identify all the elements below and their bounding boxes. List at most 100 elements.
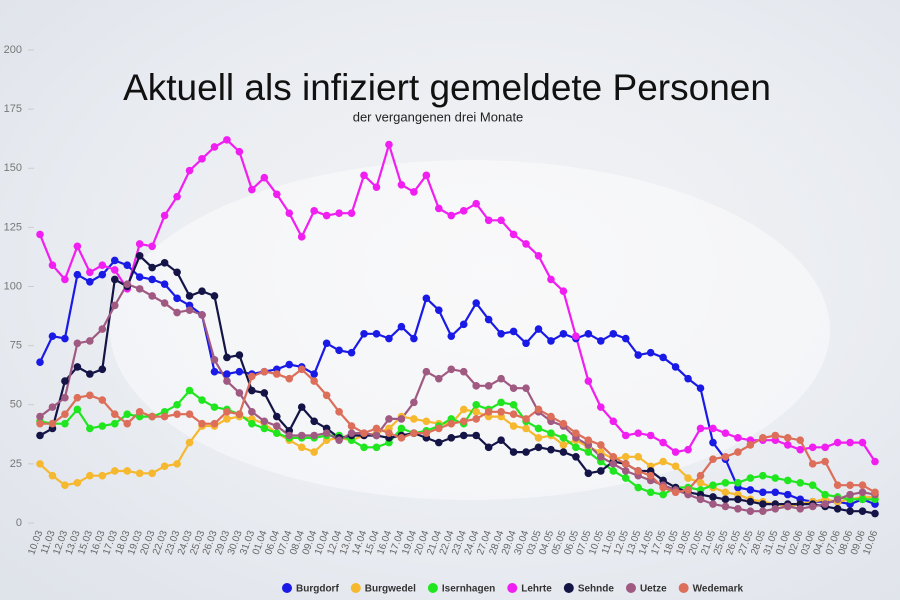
data-point bbox=[73, 270, 82, 279]
data-point bbox=[110, 275, 119, 284]
data-point bbox=[36, 230, 44, 239]
data-point bbox=[123, 419, 132, 428]
data-point bbox=[235, 147, 244, 156]
y-tick-label: 0 bbox=[16, 517, 22, 529]
data-point bbox=[447, 419, 456, 428]
data-point bbox=[459, 417, 468, 426]
data-point bbox=[260, 367, 269, 376]
data-point bbox=[185, 306, 194, 314]
data-point bbox=[173, 400, 181, 409]
y-tick-label: 125 bbox=[4, 221, 22, 233]
data-point bbox=[621, 452, 630, 461]
data-point bbox=[484, 382, 493, 390]
data-point bbox=[472, 299, 480, 307]
data-point bbox=[173, 410, 181, 419]
data-point bbox=[210, 419, 219, 428]
data-point bbox=[497, 216, 505, 225]
data-point bbox=[422, 294, 431, 303]
data-point bbox=[310, 207, 318, 215]
data-point bbox=[160, 211, 169, 220]
data-point bbox=[509, 410, 518, 419]
data-point bbox=[609, 467, 618, 475]
data-point bbox=[173, 460, 181, 468]
data-point bbox=[559, 287, 568, 296]
data-point bbox=[534, 424, 543, 433]
data-point bbox=[771, 488, 780, 497]
data-point bbox=[185, 386, 194, 395]
data-point bbox=[459, 320, 468, 329]
data-point bbox=[858, 438, 867, 447]
data-point bbox=[534, 434, 543, 442]
data-point bbox=[272, 190, 281, 199]
data-point bbox=[322, 211, 331, 220]
data-point bbox=[310, 370, 318, 378]
data-point bbox=[123, 410, 132, 419]
data-point bbox=[347, 348, 356, 357]
data-point bbox=[447, 332, 456, 340]
data-point bbox=[185, 166, 194, 175]
data-point bbox=[833, 495, 842, 504]
data-point bbox=[335, 346, 343, 355]
data-point bbox=[547, 275, 555, 284]
data-point bbox=[48, 261, 57, 270]
plot: 025507510012515017520010.0311.0312.0313.… bbox=[4, 44, 881, 595]
data-point bbox=[248, 185, 256, 194]
data-point bbox=[98, 261, 107, 270]
data-point bbox=[98, 270, 107, 279]
legend-label: Sehnde bbox=[578, 584, 615, 595]
data-point bbox=[484, 216, 493, 225]
data-point bbox=[609, 460, 618, 468]
data-point bbox=[73, 363, 82, 371]
data-point bbox=[696, 424, 705, 433]
data-point bbox=[322, 429, 331, 437]
y-tick-label: 25 bbox=[10, 458, 22, 470]
data-point bbox=[609, 417, 618, 426]
data-point bbox=[871, 457, 879, 466]
data-point bbox=[746, 441, 755, 449]
data-point bbox=[659, 483, 667, 492]
data-point bbox=[435, 374, 443, 383]
data-point bbox=[709, 438, 717, 447]
data-point bbox=[198, 419, 206, 428]
data-point bbox=[73, 478, 82, 487]
legend-marker bbox=[563, 583, 574, 593]
data-point bbox=[385, 415, 393, 423]
data-point bbox=[410, 415, 418, 423]
data-point bbox=[721, 495, 730, 504]
data-point bbox=[621, 334, 630, 343]
data-point bbox=[858, 495, 867, 504]
data-point bbox=[497, 374, 505, 383]
data-point bbox=[98, 396, 107, 404]
data-point bbox=[597, 403, 605, 411]
data-point bbox=[497, 436, 505, 445]
data-point bbox=[360, 443, 368, 452]
data-point bbox=[796, 478, 805, 487]
legend-marker bbox=[427, 583, 438, 593]
data-point bbox=[48, 403, 57, 411]
data-point bbox=[110, 256, 119, 265]
data-point bbox=[821, 490, 829, 499]
data-point bbox=[73, 242, 82, 251]
data-point bbox=[734, 505, 742, 513]
data-point bbox=[447, 365, 456, 374]
data-point bbox=[86, 391, 94, 400]
data-point bbox=[796, 436, 805, 445]
data-point bbox=[497, 330, 505, 338]
data-point bbox=[472, 400, 480, 409]
legend-marker bbox=[282, 583, 292, 593]
legend-marker bbox=[678, 583, 689, 593]
data-point bbox=[522, 384, 530, 392]
data-point bbox=[198, 396, 206, 404]
data-point bbox=[846, 481, 854, 489]
data-point bbox=[572, 452, 580, 461]
data-point bbox=[235, 367, 244, 376]
data-point bbox=[335, 436, 343, 445]
data-point bbox=[148, 275, 156, 284]
data-point bbox=[86, 337, 94, 345]
data-point bbox=[422, 171, 431, 180]
data-point bbox=[36, 419, 44, 428]
data-point bbox=[86, 277, 94, 286]
data-point bbox=[821, 443, 829, 452]
data-point bbox=[310, 448, 318, 456]
data-point bbox=[285, 431, 294, 440]
